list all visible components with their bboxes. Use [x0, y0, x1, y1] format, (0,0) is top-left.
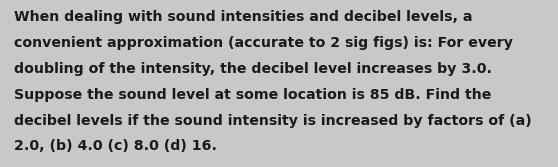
Text: convenient approximation (accurate to 2 sig figs) is: For every: convenient approximation (accurate to 2 …: [14, 36, 513, 50]
Text: When dealing with sound intensities and decibel levels, a: When dealing with sound intensities and …: [14, 10, 473, 24]
Text: Suppose the sound level at some location is 85 dB. Find the: Suppose the sound level at some location…: [14, 88, 492, 102]
Text: decibel levels if the sound intensity is increased by factors of (a): decibel levels if the sound intensity is…: [14, 114, 532, 128]
Text: 2.0, (b) 4.0 (c) 8.0 (d) 16.: 2.0, (b) 4.0 (c) 8.0 (d) 16.: [14, 139, 217, 153]
Text: doubling of the intensity, the decibel level increases by 3.0.: doubling of the intensity, the decibel l…: [14, 62, 492, 76]
